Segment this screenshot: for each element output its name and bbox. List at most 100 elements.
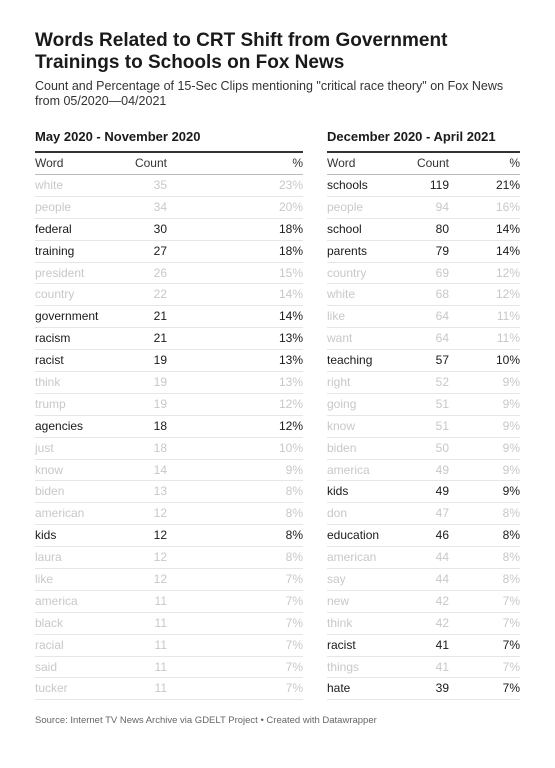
table-row: know 51 9% — [327, 416, 520, 438]
cell-word: just — [35, 440, 54, 455]
cell-percent: 9% — [285, 462, 303, 477]
cell-word: trump — [35, 396, 66, 411]
cell-word: agencies — [35, 418, 84, 433]
cell-count: 47 — [435, 506, 449, 521]
cell-percent: 8% — [285, 528, 303, 543]
cell-word: america — [327, 462, 370, 477]
cell-percent: 9% — [502, 396, 520, 411]
cell-word: teaching — [327, 353, 373, 368]
cell-percent: 9% — [502, 440, 520, 455]
cell-count: 30 — [153, 221, 167, 236]
cell-percent: 7% — [502, 637, 520, 652]
cell-word: racial — [35, 637, 64, 652]
table-row: america 11 7% — [35, 591, 303, 613]
cell-percent: 18% — [278, 243, 303, 258]
cell-word: biden — [35, 484, 65, 499]
column-header-percent: % — [292, 156, 303, 170]
cell-percent: 20% — [278, 199, 303, 214]
cell-percent: 8% — [502, 506, 520, 521]
cell-count: 41 — [435, 659, 449, 674]
cell-percent: 7% — [285, 572, 303, 587]
cell-percent: 7% — [502, 659, 520, 674]
cell-word: say — [327, 572, 346, 587]
cell-word: parents — [327, 243, 368, 258]
table-row: schools 119 21% — [327, 175, 520, 197]
cell-word: white — [327, 287, 356, 302]
table-row: said 11 7% — [35, 657, 303, 679]
cell-percent: 9% — [502, 462, 520, 477]
cell-word: education — [327, 528, 380, 543]
table-row: right 52 9% — [327, 372, 520, 394]
cell-percent: 14% — [495, 221, 520, 236]
cell-word: country — [327, 265, 367, 280]
cell-count: 21 — [153, 331, 167, 346]
table-row: like 64 11% — [327, 306, 520, 329]
cell-percent: 14% — [278, 309, 303, 324]
cell-count: 26 — [153, 265, 167, 280]
table-row: know 14 9% — [35, 460, 303, 482]
cell-word: racist — [35, 353, 64, 368]
column-header-word: Word — [327, 156, 356, 170]
cell-word: don — [327, 506, 348, 521]
cell-count: 22 — [153, 287, 167, 302]
table-row: black 11 7% — [35, 613, 303, 635]
cell-percent: 9% — [502, 484, 520, 499]
cell-word: kids — [327, 484, 349, 499]
cell-word: white — [35, 178, 64, 192]
table-row: say 44 8% — [327, 569, 520, 591]
cell-percent: 11% — [496, 331, 520, 346]
cell-word: black — [35, 615, 64, 630]
cell-percent: 7% — [285, 593, 303, 608]
cell-count: 79 — [435, 243, 449, 258]
cell-percent: 14% — [495, 243, 520, 258]
cell-count: 14 — [153, 462, 167, 477]
table-row: teaching 57 10% — [327, 350, 520, 373]
cell-percent: 23% — [278, 178, 303, 192]
table-header: Word Count % — [327, 151, 520, 175]
table-row: things 41 7% — [327, 657, 520, 679]
cell-word: training — [35, 243, 75, 258]
cell-word: hate — [327, 681, 351, 696]
table-title: May 2020 - November 2020 — [35, 129, 201, 144]
cell-count: 44 — [435, 572, 449, 587]
cell-percent: 7% — [502, 615, 520, 630]
table-period-1: May 2020 - November 2020 Word Count % wh… — [35, 127, 303, 701]
column-header-count: Count — [134, 156, 167, 170]
cell-word: schools — [327, 178, 368, 192]
cell-word: think — [35, 375, 61, 390]
column-header-percent: % — [509, 156, 520, 170]
table-body: schools 119 21% people 94 16% school 80 14% paren… — [327, 175, 520, 701]
table-row: president 26 15% — [35, 263, 303, 285]
cell-word: people — [327, 199, 364, 214]
cell-word: want — [327, 331, 353, 346]
cell-word: know — [35, 462, 64, 477]
cell-count: 51 — [435, 396, 449, 411]
cell-count: 80 — [435, 221, 449, 236]
table-row: laura 12 8% — [35, 547, 303, 570]
cell-percent: 8% — [502, 550, 520, 565]
table-row: trump 19 12% — [35, 394, 303, 416]
table-row: want 64 11% — [327, 328, 520, 351]
cell-count: 19 — [153, 375, 167, 390]
table-row: school 80 14% — [327, 219, 520, 241]
cell-count: 11 — [154, 615, 167, 630]
cell-percent: 12% — [495, 265, 520, 280]
cell-word: america — [35, 593, 78, 608]
cell-word: things — [327, 659, 360, 674]
table-row: kids 49 9% — [327, 481, 520, 504]
source-note: Source: Internet TV News Archive via GDE… — [35, 715, 377, 726]
cell-percent: 8% — [285, 550, 303, 565]
cell-count: 49 — [435, 462, 449, 477]
cell-count: 11 — [154, 659, 167, 674]
cell-word: said — [35, 659, 58, 674]
table-row: hate 39 7% — [327, 678, 520, 701]
cell-count: 44 — [435, 550, 449, 565]
cell-percent: 8% — [502, 528, 520, 543]
table-header: Word Count % — [35, 151, 303, 175]
table-body: white 35 23% people 34 20% federal 30 18% trainin… — [35, 175, 303, 701]
table-row: kids 12 8% — [35, 525, 303, 548]
cell-count: 35 — [153, 178, 167, 192]
cell-count: 12 — [153, 506, 167, 521]
cell-count: 11 — [154, 681, 167, 696]
